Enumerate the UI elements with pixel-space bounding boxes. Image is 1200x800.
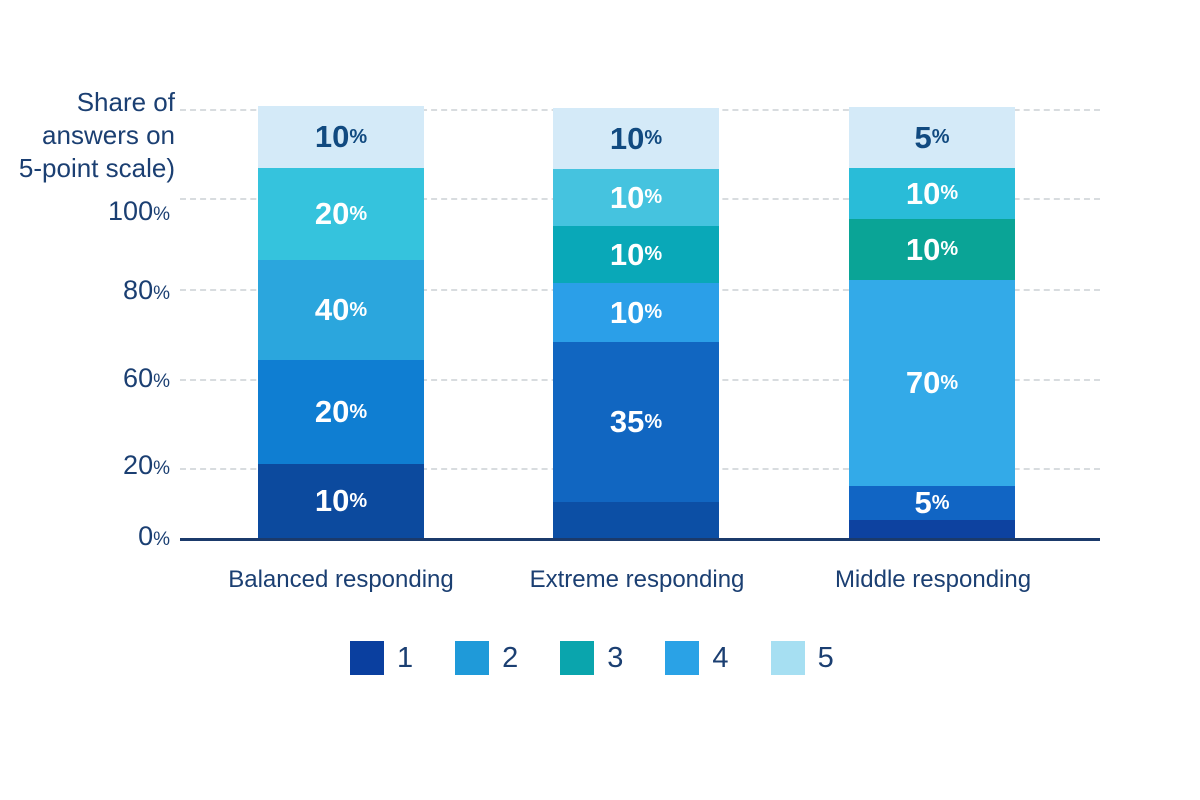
percent-sign: % bbox=[644, 243, 663, 265]
bar-segment: 10% bbox=[849, 168, 1015, 219]
percent-sign: % bbox=[153, 204, 170, 225]
percent-sign: % bbox=[153, 529, 170, 550]
legend-swatch bbox=[770, 641, 805, 675]
segment-value-number: 70 bbox=[905, 365, 941, 400]
bar-segment: 40% bbox=[258, 260, 424, 360]
legend-label: 5 bbox=[817, 642, 834, 674]
y-tick-number: 0 bbox=[138, 521, 154, 551]
legend-item-2: 2 bbox=[455, 641, 518, 675]
segment-value-number: 10 bbox=[609, 179, 645, 215]
legend-label: 1 bbox=[397, 642, 414, 674]
percent-sign: % bbox=[349, 400, 368, 423]
y-tick-label: 60% bbox=[0, 361, 170, 395]
bar-segment: 10% bbox=[849, 219, 1015, 280]
bar-segment: 10% bbox=[553, 108, 719, 169]
bar-segment: 10% bbox=[258, 106, 424, 168]
bar-segment: 10% bbox=[553, 283, 719, 342]
percent-sign: % bbox=[153, 283, 170, 304]
y-tick-label: 80% bbox=[0, 273, 170, 307]
segment-value-number: 10 bbox=[609, 294, 645, 330]
percent-sign: % bbox=[644, 301, 663, 323]
bar-segment: 70% bbox=[849, 280, 1015, 486]
bar-segment: 10% bbox=[258, 464, 424, 538]
legend-item-1: 1 bbox=[350, 641, 413, 675]
segment-value-number: 10 bbox=[314, 483, 350, 518]
percent-sign: % bbox=[349, 489, 368, 512]
bar-segment: 5% bbox=[849, 107, 1015, 168]
legend-label: 4 bbox=[712, 642, 729, 674]
bar-balanced-responding: 10% 20% 40% 20% 10% bbox=[258, 106, 424, 538]
percent-sign: % bbox=[644, 410, 663, 433]
percent-sign: % bbox=[931, 126, 950, 148]
bar-segment: 35% bbox=[553, 342, 719, 502]
y-tick-number: 100 bbox=[108, 196, 154, 226]
segment-value-number: 20 bbox=[314, 196, 350, 231]
segment-value-number: 10 bbox=[609, 120, 645, 156]
segment-value-number: 10 bbox=[905, 175, 941, 211]
y-tick-number: 20 bbox=[123, 450, 154, 480]
legend-item-5: 5 bbox=[770, 641, 834, 675]
percent-sign: % bbox=[349, 298, 368, 321]
y-tick-number: 80 bbox=[123, 275, 154, 305]
y-tick-label: 0% bbox=[0, 519, 170, 553]
percent-sign: % bbox=[940, 371, 959, 394]
segment-value-number: 10 bbox=[905, 231, 941, 267]
legend-item-3: 3 bbox=[560, 641, 623, 675]
percent-sign: % bbox=[644, 186, 663, 208]
segment-value-number: 10 bbox=[314, 119, 350, 154]
x-axis-line bbox=[180, 538, 1100, 541]
percent-sign: % bbox=[153, 458, 170, 479]
y-tick-number: 60 bbox=[123, 363, 154, 393]
legend-item-4: 4 bbox=[665, 641, 729, 675]
legend-swatch bbox=[560, 641, 595, 675]
category-label: Balanced responding bbox=[228, 566, 454, 593]
legend-swatch bbox=[665, 641, 700, 675]
segment-value-number: 10 bbox=[609, 236, 645, 272]
percent-sign: % bbox=[940, 182, 959, 204]
legend-label: 3 bbox=[607, 642, 624, 674]
bar-segment: 5% bbox=[849, 485, 1015, 520]
category-label: Extreme responding bbox=[529, 566, 745, 593]
segment-value-number: 5 bbox=[914, 485, 932, 520]
percent-sign: % bbox=[153, 371, 170, 392]
percent-sign: % bbox=[931, 491, 950, 514]
bar-segment: 10% bbox=[553, 226, 719, 283]
legend-swatch bbox=[350, 641, 384, 675]
bar-middle-responding: 5% 10% 10% 70% 5% bbox=[849, 107, 1015, 538]
bar-segment: 20% bbox=[258, 168, 424, 260]
legend-swatch bbox=[455, 641, 490, 675]
legend-label: 2 bbox=[502, 642, 519, 674]
y-tick-label: 20% bbox=[0, 448, 170, 482]
bar-segment bbox=[553, 502, 719, 538]
percent-sign: % bbox=[349, 125, 368, 148]
percent-sign: % bbox=[349, 202, 368, 225]
y-tick-label: 100% bbox=[0, 194, 170, 228]
percent-sign: % bbox=[644, 127, 663, 149]
y-axis-title: Share of answers on 5-point scale) bbox=[18, 87, 175, 183]
bar-segment bbox=[849, 520, 1015, 538]
legend: 1 2 3 4 5 bbox=[350, 641, 834, 675]
segment-value-number: 35 bbox=[609, 404, 645, 439]
segment-value-number: 40 bbox=[314, 292, 350, 327]
bar-extreme-responding: 10% 10% 10% 10% 35% bbox=[553, 108, 719, 538]
percent-sign: % bbox=[940, 238, 959, 260]
category-label: Middle responding bbox=[834, 566, 1032, 593]
segment-value-number: 5 bbox=[914, 119, 932, 155]
bar-segment: 20% bbox=[258, 360, 424, 464]
segment-value-number: 20 bbox=[314, 394, 350, 429]
bar-segment: 10% bbox=[553, 169, 719, 226]
